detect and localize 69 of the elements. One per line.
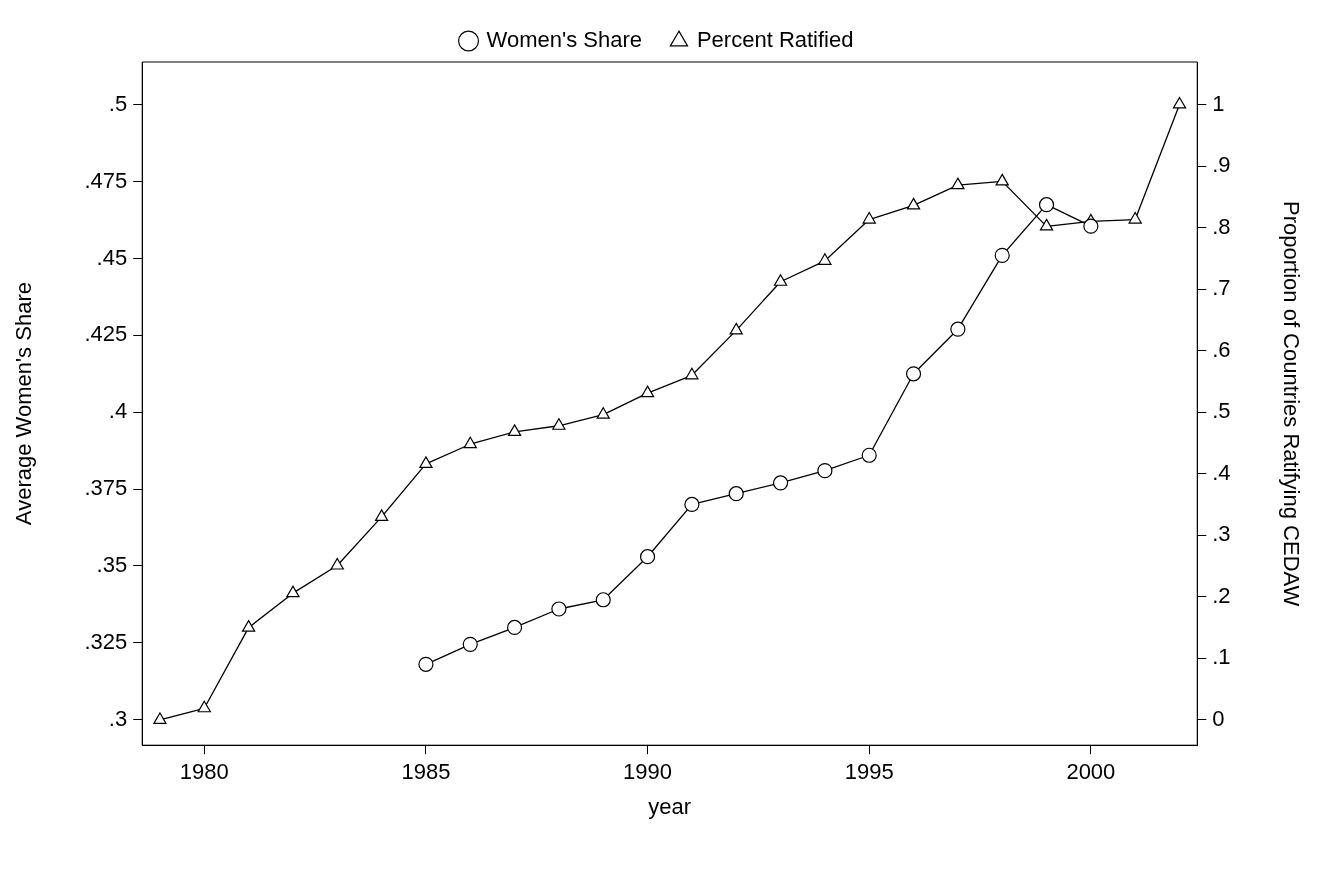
point (729, 322, 743, 335)
point (241, 620, 256, 632)
x-tick-label: 1990 (623, 759, 673, 785)
point (418, 656, 434, 672)
point (1038, 197, 1055, 213)
point (552, 418, 566, 430)
point (374, 509, 389, 521)
point (330, 557, 344, 570)
point (862, 211, 876, 224)
y-tick-label: .35 (96, 552, 128, 578)
point (419, 456, 433, 469)
y2-tick-label: .8 (1212, 213, 1231, 239)
point (286, 585, 300, 598)
point (596, 407, 610, 419)
point (506, 619, 523, 636)
legend-label: Percent Ratified (696, 27, 854, 53)
y2-tick-label: .3 (1212, 521, 1231, 547)
point (818, 253, 832, 265)
y-tick-label: .425 (84, 321, 128, 347)
y-tick-label: .375 (84, 475, 128, 501)
point (817, 463, 833, 479)
y-axis-title: Average Women's Share (11, 282, 37, 526)
y2-axis-title: Proportion of Countries Ratifying CEDAW (1278, 201, 1304, 607)
x-tick-label: 1980 (179, 759, 229, 785)
y2-tick-label: .6 (1212, 336, 1231, 362)
legend-label: Women's Share (486, 27, 642, 53)
point (1083, 218, 1099, 234)
point (551, 601, 567, 617)
point (861, 447, 877, 463)
x-tick-label: 2000 (1066, 759, 1116, 785)
point (462, 636, 478, 652)
point (772, 475, 789, 491)
x-axis-title: year (648, 793, 692, 819)
y-tick-label: .5 (108, 90, 128, 116)
point (950, 321, 966, 337)
point (507, 424, 522, 437)
y2-tick-label: .4 (1212, 459, 1231, 485)
y-tick-label: .4 (108, 398, 128, 424)
point (640, 385, 655, 398)
point (685, 367, 699, 380)
y2-tick-label: 0 (1212, 706, 1225, 732)
point (905, 366, 922, 382)
y-tick-label: .3 (108, 705, 128, 731)
point (639, 549, 656, 565)
point (906, 197, 921, 210)
point (1128, 211, 1142, 224)
point (684, 496, 700, 513)
y-tick-label: .325 (84, 628, 128, 654)
point (1039, 218, 1054, 231)
y2-tick-label: 1 (1212, 90, 1225, 116)
point (197, 700, 211, 713)
y-tick-label: .475 (84, 167, 128, 193)
y2-tick-label: .7 (1212, 275, 1231, 301)
point (463, 436, 477, 449)
point (728, 486, 744, 502)
y2-tick-label: .9 (1212, 152, 1231, 178)
x-tick-label: 1995 (844, 759, 894, 785)
y-tick-label: .45 (96, 244, 128, 270)
point (951, 177, 965, 190)
x-tick-label: 1985 (401, 759, 451, 785)
point (153, 712, 167, 725)
point (1172, 96, 1187, 109)
point (994, 247, 1010, 263)
y2-tick-label: .1 (1212, 644, 1231, 670)
point (595, 592, 611, 608)
y2-tick-label: .2 (1212, 582, 1231, 608)
point (773, 274, 788, 286)
point (995, 173, 1009, 186)
y2-tick-label: .5 (1212, 398, 1231, 424)
